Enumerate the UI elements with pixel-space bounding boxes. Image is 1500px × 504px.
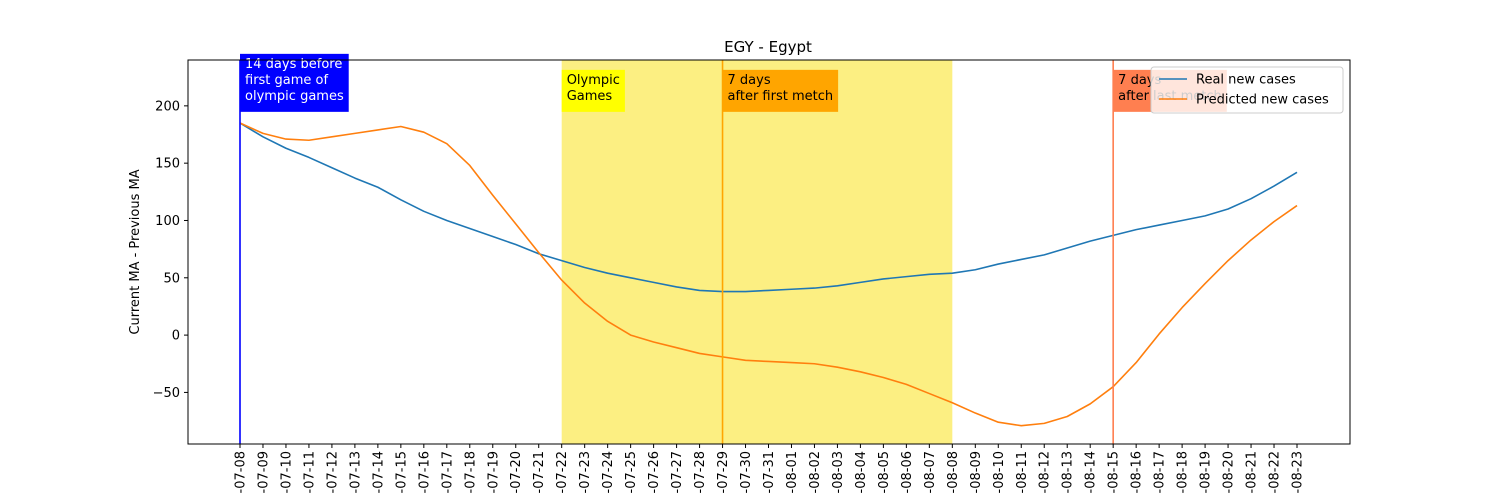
x-tick-label: -08-10 [992,451,1007,493]
x-tick-label: -08-18 [1176,451,1191,493]
x-tick-label: -08-21 [1245,451,1260,493]
x-tick-label: -07-16 [417,451,432,493]
annotation-text: olympic games [245,89,344,104]
y-tick-label: 100 [155,214,180,229]
x-tick-label: -08-23 [1291,451,1306,493]
y-tick-label: 50 [163,271,180,286]
x-tick-label: -07-30 [739,451,754,493]
legend: Real new cases Predicted new cases [1150,66,1344,114]
x-tick-label: -08-11 [1015,451,1030,493]
x-tick-label: -08-22 [1268,451,1283,493]
x-tick-label: -08-19 [1199,451,1214,493]
y-tick-label: 0 [172,329,180,344]
annotation-box [722,69,839,112]
series-line-real [239,122,1298,293]
x-tick-label: -07-17 [440,451,455,493]
legend-box [1150,66,1344,114]
x-tick-label: -07-27 [670,451,685,493]
x-tick-label: -07-20 [509,451,524,493]
x-tick-label: -08-07 [923,451,938,493]
x-tick-label: -07-22 [555,451,570,493]
annotation-box [240,53,349,112]
x-tick-label: -08-08 [946,451,961,493]
annotation-text: Olympic [567,73,620,88]
x-tick-label: -08-13 [1061,451,1076,493]
x-tick-label: -07-29 [716,451,731,493]
annotation-text: after first metch [728,89,834,104]
x-tick-label: -07-18 [463,451,478,493]
x-tick-label: -07-24 [601,451,616,493]
x-tick-label: -07-12 [325,451,340,493]
x-tick-label: -08-03 [831,451,846,493]
x-tick-label: -07-10 [279,451,294,493]
x-tick-label: -08-17 [1153,451,1168,493]
legend-label: Real new cases [1196,73,1296,88]
x-tick-label: -07-28 [693,451,708,493]
x-tick-label: -08-04 [854,451,869,493]
x-tick-label: -07-11 [302,451,317,493]
x-tick-label: -08-02 [808,451,823,493]
x-tick-label: -08-14 [1084,451,1099,493]
x-tick-label: -07-09 [256,451,271,493]
legend-label: Predicted new cases [1196,93,1329,108]
annotation-text: first game of [245,73,329,88]
x-tick-label: -08-05 [877,451,892,493]
shaded-region [561,60,953,444]
x-tick-label: -07-23 [578,451,593,493]
x-tick-label: -08-20 [1222,451,1237,493]
event-lines [239,60,1114,444]
x-tick-label: -08-12 [1038,451,1053,493]
x-tick-label: -08-16 [1130,451,1145,493]
x-tick-label: -07-26 [647,451,662,493]
x-tick-label: -08-06 [900,451,915,493]
x-tick-label: -08-15 [1107,451,1122,493]
x-tick-label: -07-08 [234,451,249,493]
annotation-text: 7 days [728,73,771,88]
x-tick-label: -07-25 [624,451,639,493]
x-tick-label: -07-19 [486,451,501,493]
series-line-predicted [239,122,1298,427]
x-tick-label: -07-14 [371,451,386,493]
x-tick-label: -07-21 [532,451,547,493]
y-tick-label: −50 [153,386,180,401]
annotation-text: 14 days before [245,57,342,72]
annotation-text: Games [567,89,613,104]
annotation-box [561,69,625,112]
x-tick-label: -08-09 [969,451,984,493]
x-tick-label: -08-01 [785,451,800,493]
chart-title: EGY - Egypt [724,38,812,56]
x-tick-label: -07-31 [762,451,777,493]
x-tick-label: -07-15 [394,451,409,493]
y-tick-label: 150 [155,157,180,172]
series-lines [239,122,1298,427]
y-tick-label: 200 [155,99,180,114]
y-axis-label: Current MA - Previous MA [128,169,143,334]
olympic-period-shading [561,60,953,444]
x-tick-label: -07-13 [348,451,363,493]
